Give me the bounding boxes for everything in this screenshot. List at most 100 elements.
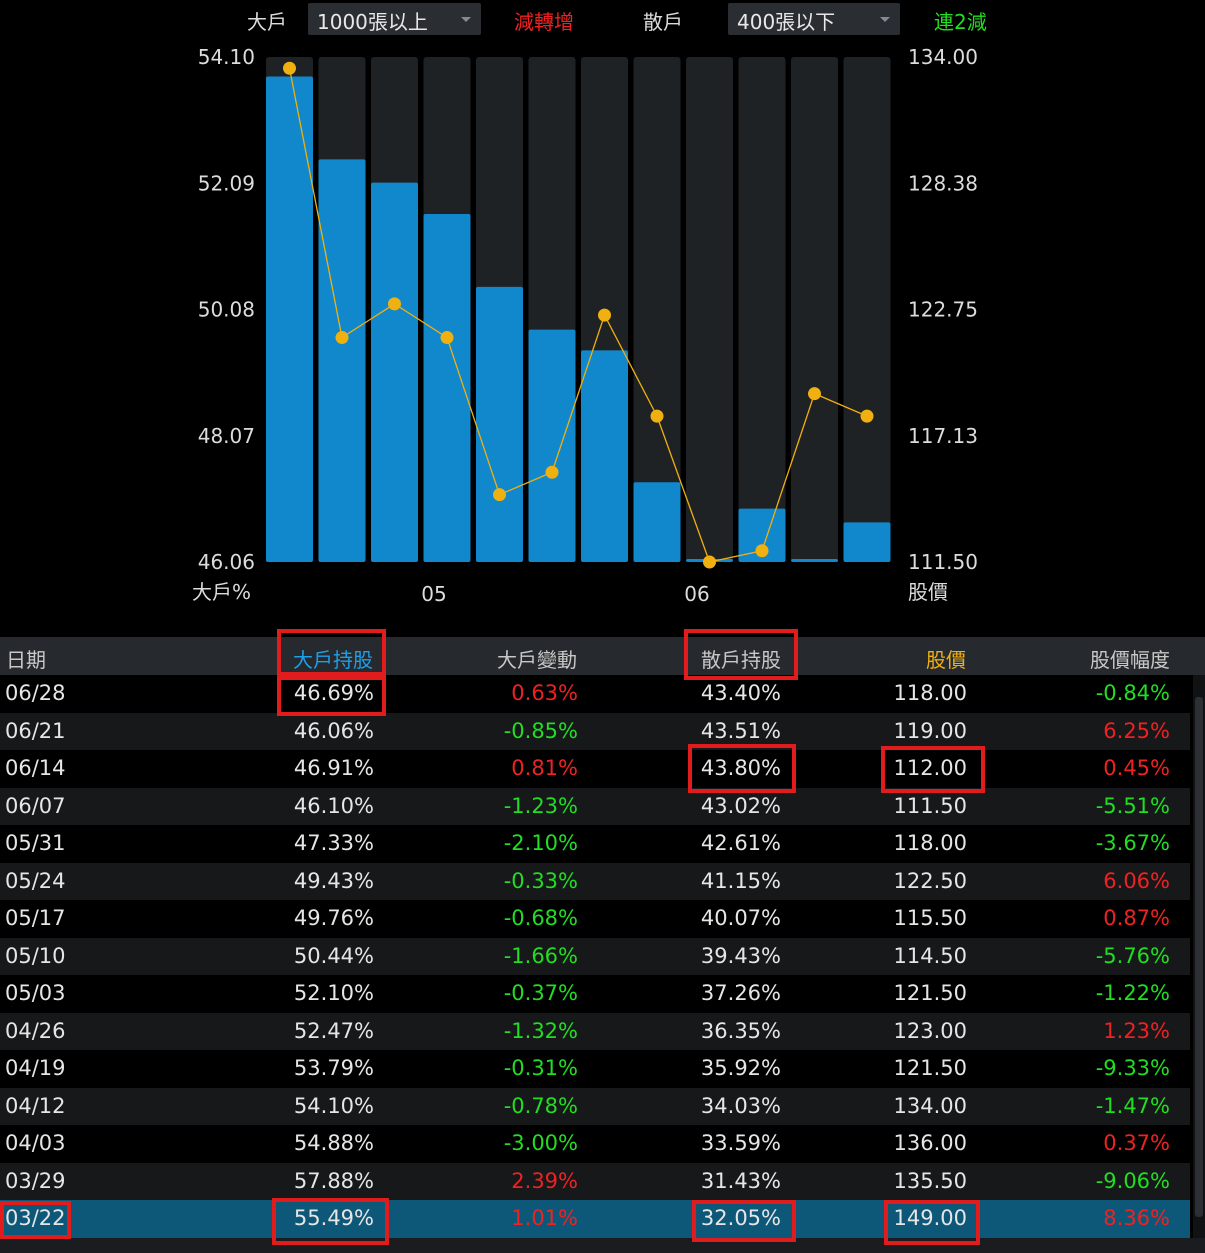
price-point[interactable] [598,308,611,322]
price-point[interactable] [388,297,401,311]
holding-bar[interactable] [371,182,418,562]
table-row[interactable]: 04/03 54.88% -3.00% 33.59% 136.00 0.37% [0,1125,1190,1163]
header-price-change[interactable]: 股價幅度 [1090,648,1170,672]
chevron-down-icon [461,17,471,22]
table-scrollbar[interactable] [1193,675,1205,1238]
small-holder-threshold-dropdown[interactable]: 400張以下 [728,3,900,35]
price-point[interactable] [808,387,821,401]
cell-big-holding: 54.10% [293,1093,374,1118]
small-holder-label: 散戶 [643,10,683,34]
price-point[interactable] [335,331,349,345]
cell-date: 04/12 [5,1093,66,1118]
cell-big-change: -2.10% [503,831,578,855]
cell-price: 112.00 [893,756,967,780]
header-date[interactable]: 日期 [6,648,46,672]
right-axis-tick: 111.50 [908,550,978,574]
cell-price-change: -5.76% [1095,943,1170,968]
table-row[interactable]: 05/24 49.43% -0.33% 41.15% 122.50 6.06% [0,862,1190,900]
table-row[interactable]: 04/12 54.10% -0.78% 34.03% 134.00 -1.47% [0,1087,1190,1125]
table-row[interactable]: 06/21 46.06% -0.85% 43.51% 119.00 6.25% [0,712,1190,750]
left-axis-tick: 46.06 [198,550,255,574]
price-point[interactable] [703,555,716,569]
cell-small-holding: 41.15% [700,868,781,893]
price-point[interactable] [755,544,769,558]
cell-small-holding: 32.05% [700,1206,781,1230]
table-row[interactable]: 03/29 57.88% 2.39% 31.43% 135.50 -9.06% [0,1162,1190,1200]
annotation-box [684,629,798,680]
cell-date: 04/26 [5,1018,66,1043]
price-point[interactable] [650,409,664,423]
right-axis-tick: 117.13 [908,424,978,448]
price-point[interactable] [860,409,874,423]
holding-bar[interactable] [581,350,628,562]
big-holder-threshold-dropdown[interactable]: 1000張以上 [308,3,481,35]
price-point[interactable] [545,465,559,479]
cell-big-holding: 57.88% [293,1168,374,1193]
table-row[interactable]: 04/26 52.47% -1.32% 36.35% 123.00 1.23% [0,1012,1190,1050]
table-row[interactable]: 06/28 46.69% 0.63% 43.40% 118.00 -0.84% [0,675,1190,713]
cell-price-change: -0.84% [1095,681,1170,705]
cell-price: 134.00 [893,1093,967,1118]
cell-big-change: -1.66% [503,943,578,968]
small-holder-threshold-value: 400張以下 [737,10,836,34]
cell-small-holding: 43.51% [700,718,781,743]
cell-date: 05/24 [5,868,66,893]
table-row[interactable]: 05/17 49.76% -0.68% 40.07% 115.50 0.87% [0,900,1190,938]
price-point[interactable] [283,61,296,75]
cell-big-change: 1.01% [511,1206,578,1230]
holding-bar[interactable] [476,286,523,562]
cell-small-holding: 35.92% [700,1056,781,1080]
cell-big-holding: 52.47% [293,1018,374,1043]
cell-price-change: 6.06% [1103,868,1170,893]
cell-date: 03/29 [5,1168,66,1193]
annotation-box [692,1200,796,1242]
header-price[interactable]: 股價 [926,648,966,672]
annotation-box [881,746,985,793]
table-row[interactable]: 05/10 50.44% -1.66% 39.43% 114.50 -5.76% [0,937,1190,975]
holding-bar[interactable] [318,159,366,562]
scrollbar-thumb[interactable] [1195,697,1203,1217]
holdings-table: 06/28 46.69% 0.63% 43.40% 118.00 -0.84% 06/21 4… [0,675,1190,1238]
table-row[interactable]: 05/31 47.33% -2.10% 42.61% 118.00 -3.67% [0,825,1190,863]
holding-bar[interactable] [738,508,786,562]
price-point[interactable] [493,488,506,502]
holding-bar[interactable] [528,329,576,562]
cell-small-holding: 43.80% [700,756,781,780]
cell-price: 135.50 [893,1168,967,1193]
header-big-holding[interactable]: 大戶持股 [293,648,373,672]
cell-price: 119.00 [893,718,967,743]
cell-big-holding: 49.43% [293,868,374,893]
annotation-box [272,1198,389,1245]
table-row[interactable]: 06/14 46.91% 0.81% 43.80% 112.00 0.45% [0,750,1190,788]
header-small-holding[interactable]: 散戶持股 [701,648,781,672]
cell-price-change: -3.67% [1095,831,1170,855]
cell-small-holding: 33.59% [700,1131,781,1155]
cell-big-holding: 46.06% [293,718,374,743]
holding-bar[interactable] [843,522,891,562]
header-big-change[interactable]: 大戶變動 [497,648,577,672]
cell-date: 05/31 [5,831,66,855]
table-row[interactable]: 05/03 52.10% -0.37% 37.26% 121.50 -1.22% [0,975,1190,1013]
cell-price-change: 0.45% [1103,756,1170,780]
table-row[interactable]: 06/07 46.10% -1.23% 43.02% 111.50 -5.51% [0,787,1190,825]
small-holder-signal: 連2減 [934,10,987,34]
big-holder-label: 大戶 [247,10,287,34]
price-point[interactable] [440,331,454,345]
right-axis-label: 股價 [908,580,948,604]
holding-bar[interactable] [423,214,471,563]
table-row[interactable]: 03/22 55.49% 1.01% 32.05% 149.00 8.36% [0,1200,1190,1238]
cell-big-holding: 47.33% [293,831,374,855]
holdings-chart: 54.10 52.09 50.08 48.07 46.06 134.00 128.38 122… [192,45,978,606]
annotation-box [277,629,386,676]
holding-bar[interactable] [791,559,838,562]
table-footer [0,1238,1205,1253]
cell-big-change: 0.63% [511,681,578,705]
big-holder-threshold-value: 1000張以上 [317,10,428,34]
cell-big-holding: 46.91% [293,756,374,780]
holding-bar[interactable] [266,76,313,563]
cell-big-change: -1.32% [503,1018,578,1043]
cell-big-change: -0.31% [503,1056,578,1080]
right-axis-tick: 128.38 [908,171,978,195]
table-row[interactable]: 04/19 53.79% -0.31% 35.92% 121.50 -9.33% [0,1050,1190,1088]
holding-bar[interactable] [633,482,681,562]
